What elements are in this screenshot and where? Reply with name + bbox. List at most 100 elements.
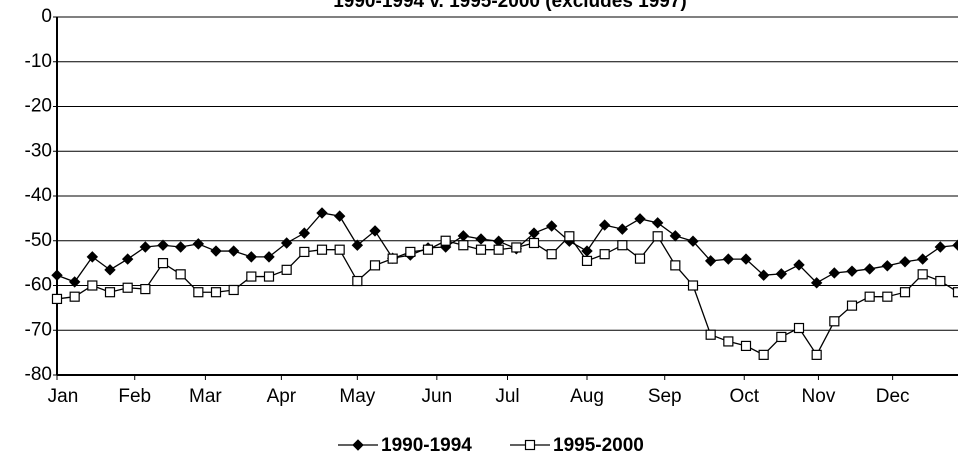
- data-point: [51, 293, 63, 305]
- data-point: [475, 233, 487, 245]
- data-point: [916, 253, 929, 265]
- data-point: [387, 253, 398, 264]
- x-tick-label: Mar: [189, 386, 222, 407]
- data-point: [634, 213, 646, 225]
- data-point: [245, 251, 258, 263]
- data-point: [722, 253, 735, 265]
- data-point: [228, 284, 239, 296]
- data-point: [263, 251, 275, 263]
- y-tick-label: -70: [25, 319, 52, 340]
- data-point: [475, 244, 487, 255]
- data-point: [68, 276, 81, 288]
- data-point: [687, 235, 699, 247]
- data-point: [757, 269, 770, 281]
- data-point: [86, 251, 99, 263]
- data-point: [528, 237, 540, 249]
- x-tick-label: Nov: [802, 386, 836, 407]
- legend-marker: [352, 439, 364, 451]
- data-point: [634, 253, 646, 264]
- y-tick-label: -30: [25, 140, 52, 161]
- x-tick-label: Aug: [570, 386, 604, 407]
- x-tick-label: Dec: [876, 386, 910, 407]
- x-tick-label: Apr: [267, 386, 297, 407]
- data-point: [351, 239, 364, 251]
- data-point: [793, 322, 805, 334]
- data-point: [846, 300, 858, 311]
- data-point: [263, 271, 275, 282]
- y-tick-label: -50: [25, 230, 52, 251]
- chart-title: 1990-1994 v. 1995-2000 (excludes 1997): [333, 0, 687, 12]
- data-point: [280, 237, 293, 249]
- data-point: [227, 245, 240, 257]
- data-point: [458, 240, 469, 251]
- data-point: [104, 287, 116, 298]
- series-line: [56, 235, 958, 357]
- data-point: [334, 244, 345, 255]
- data-point: [69, 291, 80, 302]
- y-tick-label: -80: [25, 364, 52, 385]
- data-point: [599, 249, 610, 260]
- data-point: [598, 219, 611, 231]
- data-point: [192, 238, 205, 250]
- data-point: [899, 256, 911, 268]
- data-point: [829, 316, 840, 327]
- data-point: [952, 239, 958, 251]
- y-tick-label: -40: [25, 185, 52, 206]
- data-point: [952, 287, 958, 298]
- data-point: [651, 217, 664, 229]
- data-point: [652, 231, 663, 242]
- data-point: [864, 291, 875, 302]
- data-point: [581, 255, 593, 266]
- data-point: [369, 225, 381, 237]
- data-point: [333, 210, 346, 222]
- data-point: [246, 271, 257, 282]
- legend-label: 1995-2000: [553, 435, 644, 456]
- data-point: [493, 244, 504, 255]
- data-point: [122, 282, 133, 293]
- data-point: [687, 280, 699, 291]
- data-point: [899, 287, 911, 298]
- data-point: [139, 241, 152, 253]
- x-tick-label: May: [339, 386, 375, 407]
- data-point: [511, 242, 522, 253]
- x-tick-label: Oct: [729, 386, 759, 407]
- data-point: [846, 265, 858, 277]
- data-point: [281, 264, 292, 275]
- data-point: [299, 246, 310, 258]
- data-point: [546, 249, 557, 260]
- data-point: [174, 241, 187, 253]
- data-point: [793, 259, 805, 271]
- data-point: [316, 244, 328, 255]
- data-point: [140, 283, 151, 295]
- data-point: [934, 241, 947, 253]
- data-point: [758, 349, 769, 360]
- data-point: [545, 220, 558, 232]
- data-point: [863, 263, 876, 275]
- data-point: [704, 255, 717, 267]
- x-tick-label: Jan: [48, 386, 79, 407]
- data-point: [121, 253, 134, 265]
- data-point: [669, 230, 682, 242]
- data-point: [617, 240, 628, 251]
- data-point: [157, 239, 169, 251]
- x-tick-label: Feb: [118, 386, 151, 407]
- y-tick-label: -10: [25, 51, 52, 72]
- data-point: [51, 269, 63, 281]
- legend-marker: [524, 439, 536, 451]
- data-point: [917, 269, 928, 280]
- x-tick-label: Jun: [422, 386, 453, 407]
- data-point: [811, 349, 822, 360]
- data-point: [193, 287, 204, 298]
- data-point: [369, 260, 381, 271]
- data-point: [440, 235, 451, 246]
- data-point: [564, 231, 575, 242]
- data-point: [881, 260, 894, 272]
- data-point: [422, 244, 434, 255]
- data-point: [157, 258, 169, 269]
- y-tick-label: 0: [41, 6, 52, 27]
- data-point: [740, 340, 752, 352]
- data-point: [723, 336, 734, 347]
- data-point: [405, 246, 416, 258]
- data-point: [352, 275, 363, 287]
- x-tick-label: Sep: [648, 386, 682, 407]
